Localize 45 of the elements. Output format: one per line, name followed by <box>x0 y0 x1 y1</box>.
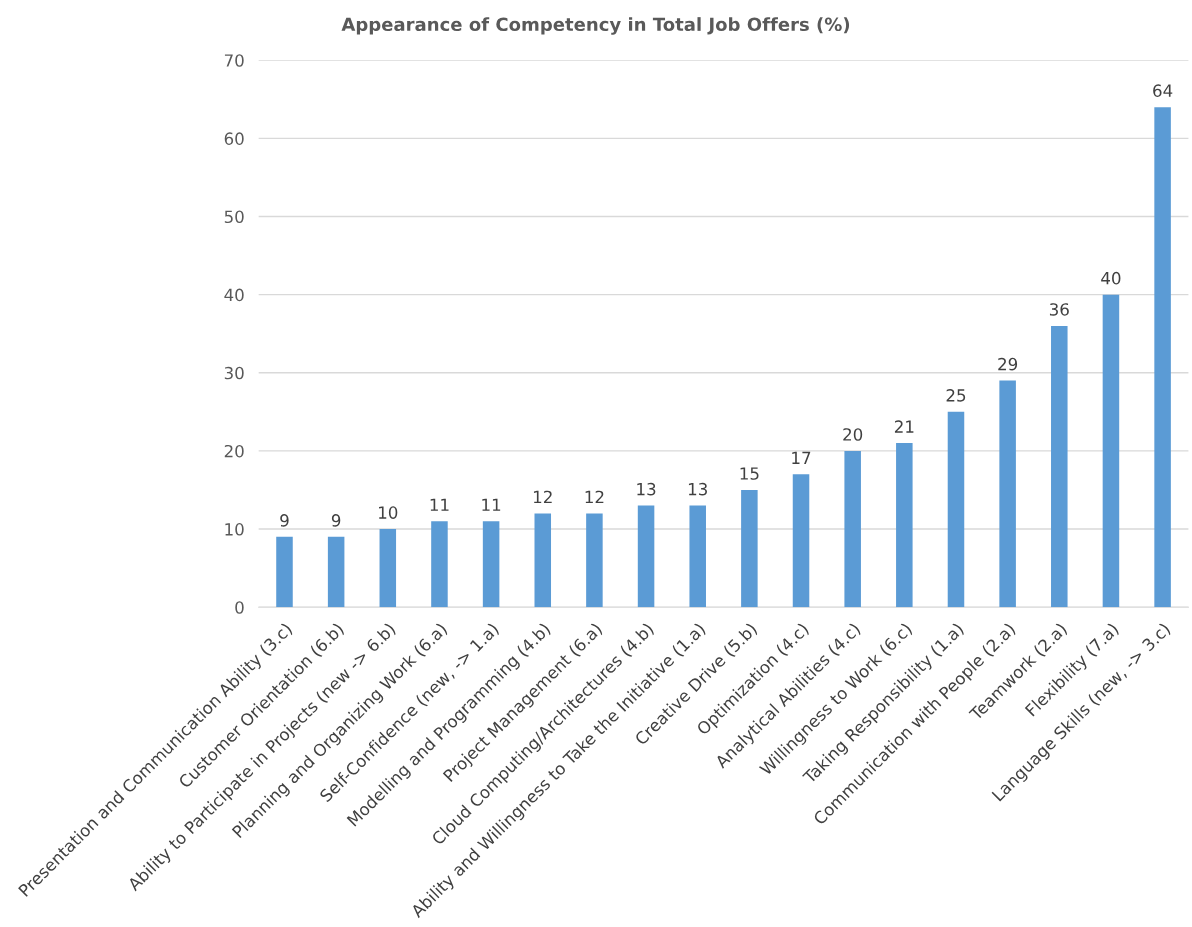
bar <box>276 536 293 608</box>
bar <box>844 450 861 608</box>
data-label: 25 <box>946 389 966 402</box>
chart-title: Appearance of Competency in Total Job Offers (%) <box>341 17 850 35</box>
bar <box>637 505 655 608</box>
bar <box>431 521 448 608</box>
data-label: 17 <box>792 451 811 464</box>
y-tick-label: 20 <box>224 444 244 458</box>
bar <box>1102 294 1120 608</box>
data-label: 9 <box>331 514 341 527</box>
data-label: 12 <box>533 490 552 504</box>
bar <box>689 505 706 608</box>
bar <box>379 529 397 608</box>
data-label: 36 <box>1049 303 1069 316</box>
bar <box>482 521 500 608</box>
y-tick-label: 70 <box>224 54 244 67</box>
y-tick-label: 10 <box>225 523 244 536</box>
data-label: 21 <box>894 420 914 433</box>
bar <box>741 489 758 608</box>
y-tick-label: 50 <box>224 210 244 224</box>
data-label: 40 <box>1101 271 1121 285</box>
bar <box>1154 107 1171 608</box>
data-label: 12 <box>585 490 604 504</box>
data-label: 20 <box>843 428 863 441</box>
bar <box>947 411 965 608</box>
data-label: 13 <box>688 482 707 496</box>
data-label: 13 <box>637 482 656 496</box>
y-tick-label: 0 <box>235 601 244 614</box>
bar <box>999 380 1016 608</box>
data-label: 29 <box>998 357 1018 371</box>
bar <box>792 474 810 608</box>
y-tick-label: 30 <box>224 366 244 380</box>
bar <box>327 536 345 608</box>
bar <box>1051 325 1068 608</box>
data-label: 15 <box>740 467 759 480</box>
data-label: 11 <box>482 498 501 511</box>
data-label: 11 <box>430 498 449 511</box>
data-label: 10 <box>379 506 398 519</box>
data-label: 9 <box>280 514 289 527</box>
bar <box>896 443 913 608</box>
bar <box>586 513 603 608</box>
data-label: 64 <box>1153 84 1173 97</box>
y-tick-label: 60 <box>224 132 244 145</box>
y-tick-label: 40 <box>224 288 244 302</box>
bar <box>534 513 552 608</box>
